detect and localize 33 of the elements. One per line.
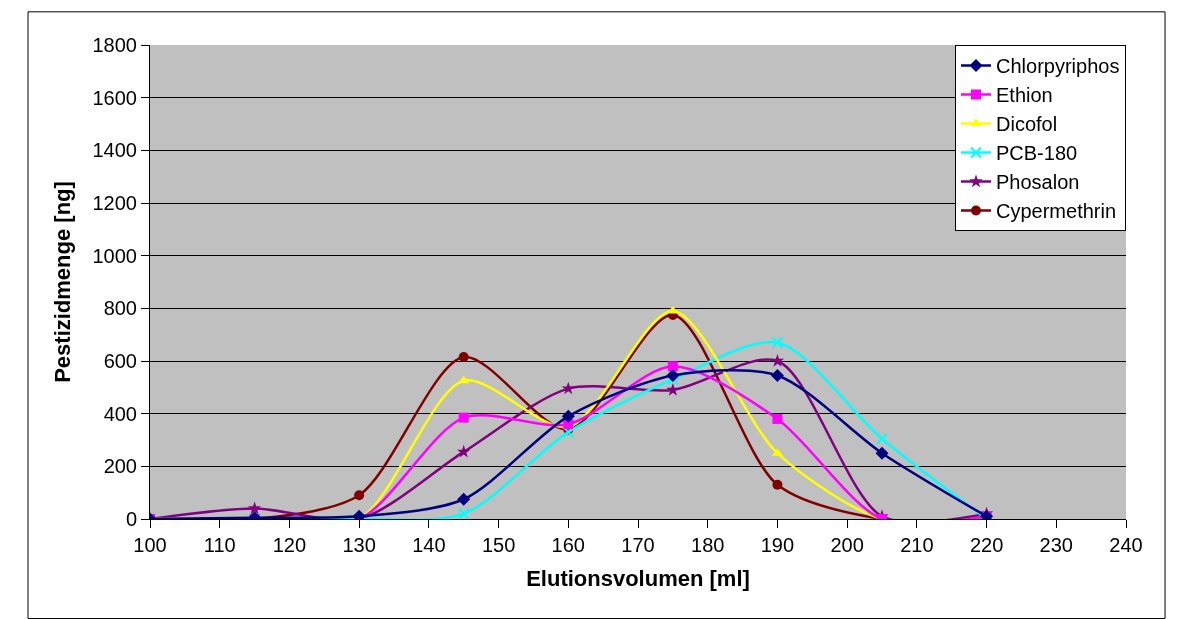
x-tick-label: 230 [1039,534,1073,556]
x-tick-label: 160 [551,534,585,556]
y-tick-label: 600 [103,350,137,372]
legend-label: Dicofol [996,113,1058,136]
legend-label: Ethion [996,84,1053,107]
x-tick-label: 210 [900,534,934,556]
y-tick-label: 1800 [92,34,137,56]
y-tick-label: 0 [125,508,137,530]
legend-label: PCB-180 [996,142,1078,165]
x-tick-label: 190 [760,534,795,556]
x-tick-label: 170 [621,534,655,556]
y-tick-label: 200 [103,455,137,478]
y-tick-label: 1000 [92,244,137,267]
legend-label: Phosalon [996,171,1080,194]
y-tick-label: 800 [103,297,137,320]
x-tick-label: 220 [969,534,1004,556]
x-axis-title: Elutionsvolumen [ml] [526,565,750,591]
y-tick-label: 400 [103,402,137,425]
x-tick-label: 200 [830,534,864,556]
x-tick-label: 180 [691,534,725,556]
y-tick-label: 1600 [92,86,137,109]
y-axis-title: Pestizidmenge [ng] [50,181,76,383]
x-tick-label: 240 [1109,534,1143,556]
x-tick-label: 110 [203,534,236,556]
x-tick-label: 140 [412,534,446,556]
legend-label: Cypermethrin [996,200,1117,223]
legend-label: Chlorpyriphos [996,55,1120,78]
x-tick-label: 100 [133,534,167,556]
x-tick-label: 120 [272,534,307,556]
y-tick-label: 1200 [92,192,137,214]
x-tick-label: 150 [481,534,516,556]
y-tick-label: 1400 [92,139,137,162]
x-tick-label: 130 [342,534,376,556]
